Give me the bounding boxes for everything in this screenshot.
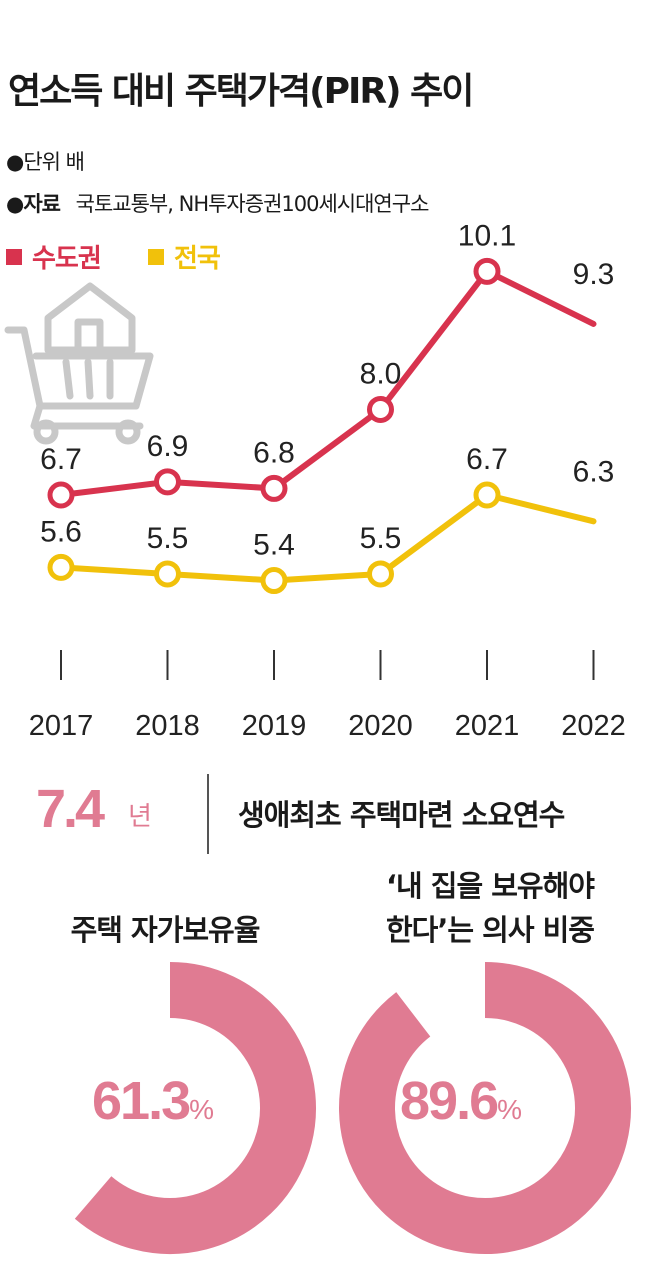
x-tick-label-2021: 2021 [455, 710, 520, 742]
donut-1-arc [74, 962, 316, 1254]
stat-divider [207, 774, 209, 854]
unit-note: ●단위 배 [6, 150, 85, 174]
national-point-2019 [260, 567, 288, 595]
donut-2-title-line2: 한다’는 의사 비중 [386, 913, 595, 947]
x-tick-label-2020: 2020 [348, 710, 413, 742]
legend-national-swatch [148, 249, 164, 265]
legend-capital-swatch [6, 249, 22, 265]
national-point-2020 [367, 560, 394, 588]
capital-point-2019 [260, 474, 288, 502]
donut-2-value: 89.6% [400, 1070, 522, 1132]
capital-point-2021 [473, 257, 501, 285]
stat-value: 7.4 [36, 779, 105, 839]
donut-1-title: 주택 자가보유율 [40, 908, 290, 952]
national-label-2022: 6.3 [573, 455, 615, 488]
national-line [58, 492, 597, 584]
x-tick-label-2022: 2022 [561, 710, 626, 742]
donut-1-title-line1: 주택 자가보유율 [70, 913, 261, 947]
capital-label-2018: 6.9 [147, 430, 189, 463]
source-label: ●자료 [6, 192, 61, 216]
donut-1-value: 61.3% [92, 1070, 214, 1132]
capital-label-2020: 8.0 [360, 357, 402, 390]
chart-title: 연소득 대비 주택가격(PIR) 추이 [8, 71, 474, 112]
donut-2-arc [339, 962, 631, 1254]
donut-1-value-number: 61.3 [92, 1071, 191, 1131]
legend-national-label: 전국 [174, 244, 221, 274]
national-point-2017 [47, 553, 75, 581]
donut-2-title: ‘내 집을 보유해야 한다’는 의사 비중 [355, 864, 625, 952]
capital-label-2021: 10.1 [458, 219, 516, 252]
stat-unit: 년 [128, 802, 152, 832]
national-label-2021: 6.7 [466, 443, 508, 476]
donut-1-value-pct: % [189, 1094, 215, 1125]
pir-line-chart: 2017 2018 2019 2020 2021 2022 6.7 6.9 6.8 8.0 10.1… [4, 219, 626, 742]
national-point-2021 [473, 481, 501, 509]
capital-point-2020 [367, 395, 394, 423]
x-tick-label-2018: 2018 [135, 710, 200, 742]
national-label-2019: 5.4 [253, 529, 295, 562]
donut-charts [24, 962, 631, 1254]
donut-2-title-line1: ‘내 집을 보유해야 [386, 869, 595, 903]
legend-capital-label: 수도권 [32, 244, 102, 274]
capital-label-2017: 6.7 [40, 443, 82, 476]
national-label-2020: 5.5 [360, 522, 402, 555]
donut-2-value-pct: % [497, 1094, 523, 1125]
donut-2-value-number: 89.6 [400, 1071, 499, 1131]
national-point-2018 [154, 560, 181, 588]
capital-label-2022: 9.3 [573, 258, 615, 291]
capital-point-2018 [154, 468, 181, 496]
national-label-2017: 5.6 [40, 515, 82, 548]
national-label-2018: 5.5 [147, 522, 189, 555]
stat-label: 생애최초 주택마련 소요연수 [238, 798, 565, 832]
legend-national: 전국 [148, 238, 221, 275]
source-text: 국토교통부, NH투자증권100세시대연구소 [75, 192, 430, 216]
cart-house-icon [4, 282, 154, 445]
x-tick-label-2019: 2019 [242, 710, 307, 742]
capital-line [58, 268, 597, 498]
legend-capital: 수도권 [6, 238, 102, 275]
source-note: ●자료 국토교통부, NH투자증권100세시대연구소 [6, 188, 430, 218]
capital-point-2017 [47, 481, 75, 509]
x-tick-label-2017: 2017 [29, 710, 94, 742]
capital-label-2019: 6.8 [253, 436, 295, 469]
